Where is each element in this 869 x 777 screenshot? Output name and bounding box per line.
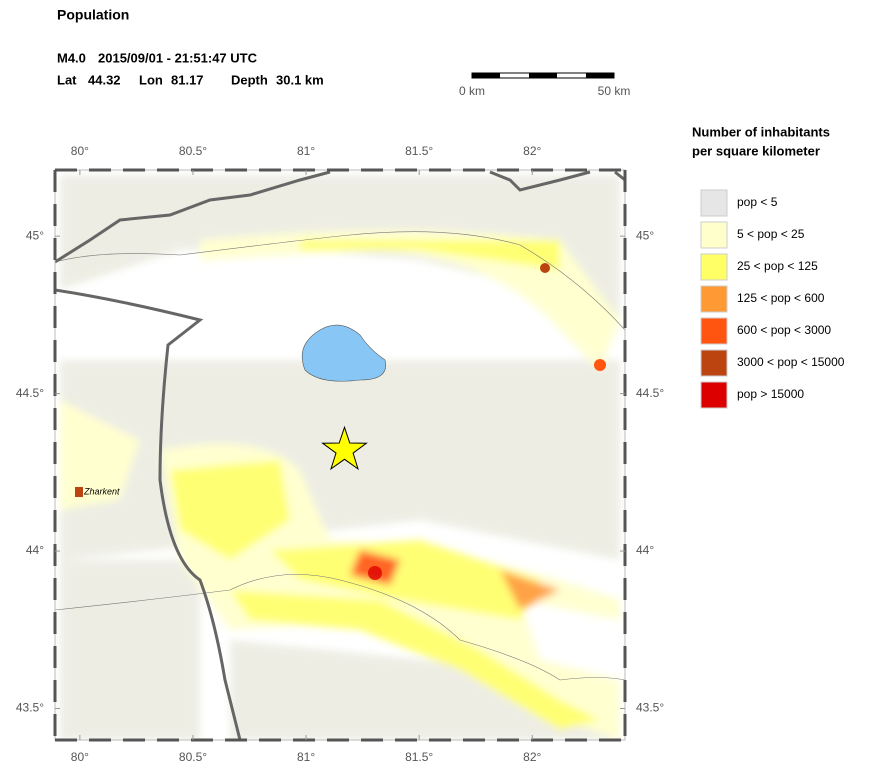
legend-swatch (700, 317, 728, 345)
lat-tick-label: 45° (636, 228, 654, 242)
lat-value: 44.32 (88, 72, 121, 87)
datetime: 2015/09/01 - 21:51:47 UTC (98, 50, 258, 65)
scalebar-start: 0 km (459, 84, 485, 98)
legend-label: pop > 15000 (737, 387, 804, 401)
legend-title: per square kilometer (692, 143, 820, 158)
lon-tick-label: 81.5° (405, 750, 433, 764)
lat-tick-label: 44° (636, 543, 654, 557)
lat-tick-label: 43.5° (16, 701, 44, 715)
lat-tick-label: 44.5° (16, 386, 44, 400)
scalebar (471, 72, 615, 79)
lon-tick-label: 81° (297, 144, 315, 158)
lon-tick-label: 82° (523, 144, 541, 158)
legend-label: 5 < pop < 25 (737, 227, 805, 241)
legend-swatch (700, 349, 728, 377)
lon-tick-label: 80° (71, 144, 89, 158)
lat-tick-label: 45° (26, 228, 44, 242)
legend-swatch (700, 253, 728, 281)
legend-swatch (700, 221, 728, 249)
place-label: Zharkent (83, 486, 120, 496)
legend-swatch (700, 189, 728, 217)
lon-tick-label: 81.5° (405, 144, 433, 158)
depth-value: 30.1 km (276, 72, 324, 87)
magnitude: M4.0 (57, 50, 86, 65)
lat-label: Lat (57, 72, 77, 87)
map-border (53, 168, 627, 742)
lon-value: 81.17 (171, 72, 204, 87)
legend-label: pop < 5 (737, 195, 778, 209)
legend-label: 3000 < pop < 15000 (737, 355, 845, 369)
legend-swatch (700, 285, 728, 313)
lon-tick-label: 80° (71, 750, 89, 764)
lon-tick-label: 80.5° (179, 750, 207, 764)
lon-tick-label: 81° (297, 750, 315, 764)
legend-label: 25 < pop < 125 (737, 259, 818, 273)
lat-tick-label: 44.5° (636, 386, 664, 400)
lon-tick-label: 80.5° (179, 144, 207, 158)
legend-label: 600 < pop < 3000 (737, 323, 831, 337)
legend-label: 125 < pop < 600 (737, 291, 825, 305)
scalebar-end: 50 km (598, 84, 631, 98)
title: Population (57, 7, 129, 23)
legend-swatch (700, 381, 728, 409)
lat-tick-label: 44° (26, 543, 44, 557)
lon-tick-label: 82° (523, 750, 541, 764)
lat-tick-label: 43.5° (636, 701, 664, 715)
depth-label: Depth (231, 72, 268, 87)
legend-title: Number of inhabitants (692, 124, 830, 139)
lon-label: Lon (139, 72, 163, 87)
epicenter (321, 425, 368, 471)
